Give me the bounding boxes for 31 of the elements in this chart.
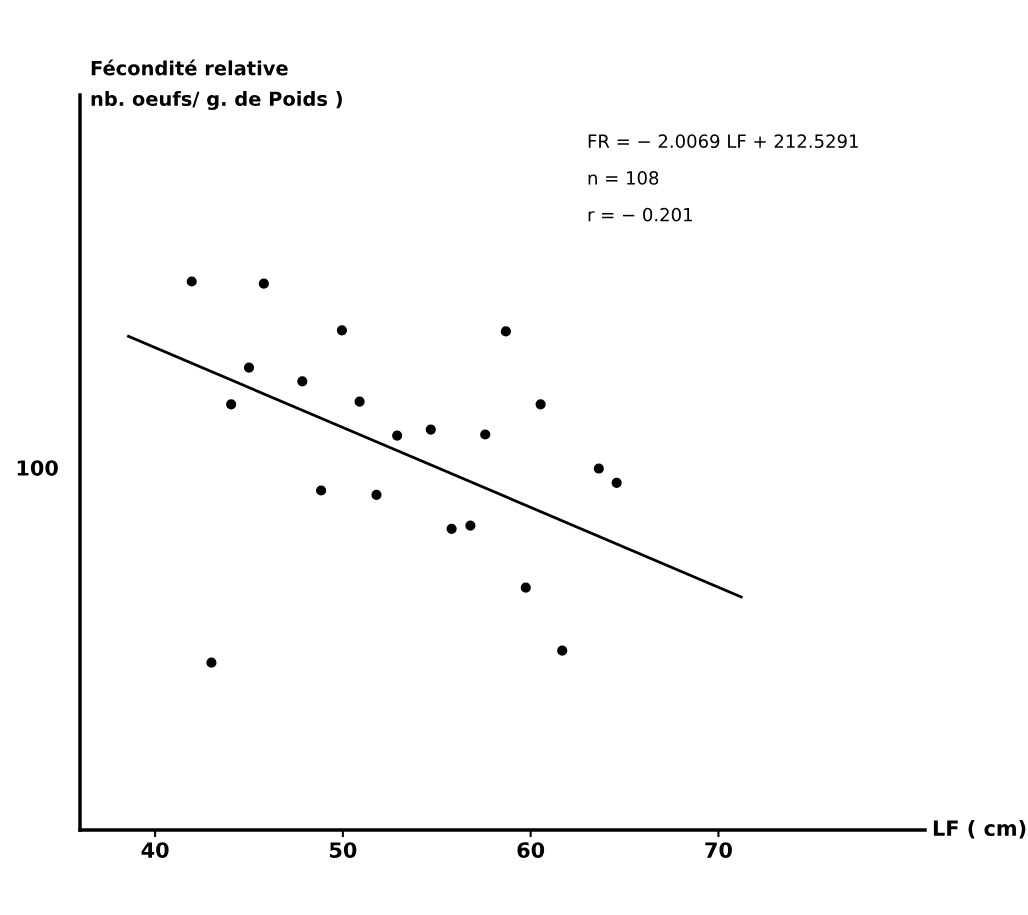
point — [336, 325, 348, 336]
point — [593, 463, 604, 474]
point — [354, 396, 365, 407]
point — [500, 326, 511, 337]
point — [371, 489, 382, 500]
x-axis-title: LF ( cm) — [933, 819, 1026, 839]
point — [316, 485, 327, 496]
x-tick-label: 60 — [517, 842, 545, 858]
x-tick-label: 40 — [141, 842, 169, 858]
x-tick-label: 50 — [330, 842, 357, 858]
point — [206, 657, 217, 668]
point — [297, 376, 308, 387]
point — [480, 429, 491, 440]
text: r = − 0.201 — [588, 207, 692, 222]
point — [425, 424, 436, 435]
point — [535, 399, 546, 410]
point — [557, 645, 568, 656]
point — [392, 430, 403, 441]
text: 100 — [17, 460, 58, 476]
text: FR = − 2.0069 LF + 212.5291 — [588, 134, 858, 149]
point — [243, 362, 255, 373]
chart-title: Fécondité relative nb. oeufs/ g. de Poids ) — [91, 59, 342, 110]
point — [186, 276, 197, 287]
point — [465, 520, 476, 531]
point — [520, 582, 531, 593]
x-tick-label: 70 — [705, 842, 732, 858]
point — [258, 278, 269, 289]
point — [611, 477, 622, 488]
point — [446, 523, 457, 534]
point — [226, 399, 237, 410]
text: n = 108 — [588, 171, 659, 185]
